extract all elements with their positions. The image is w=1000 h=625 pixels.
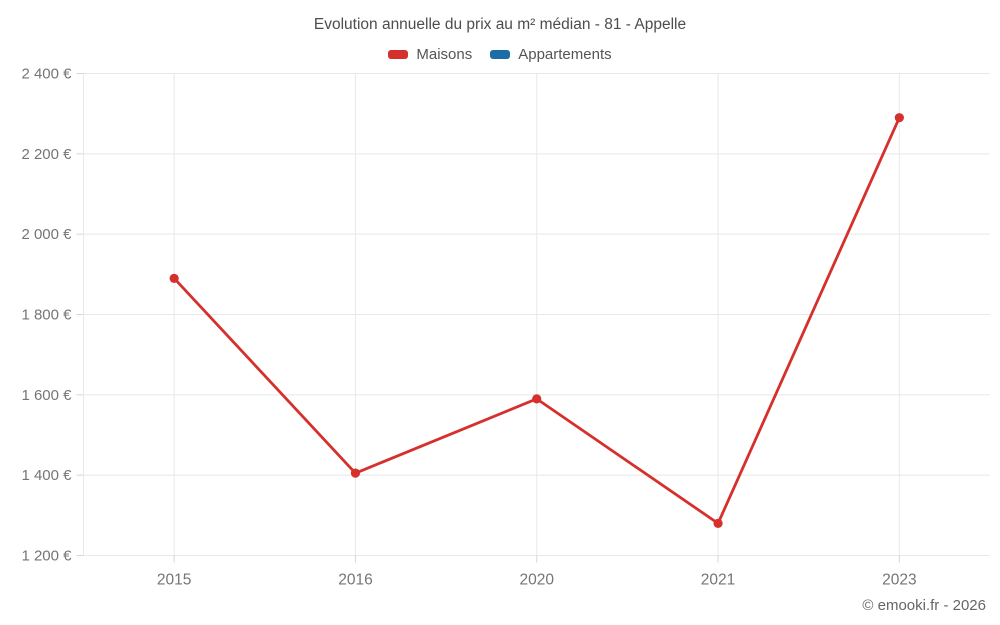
legend-item-maisons[interactable]: Maisons: [388, 46, 472, 63]
chart-title: Evolution annuelle du prix au m² médian …: [313, 16, 687, 33]
y-tick-label: 1 400 €: [21, 467, 72, 484]
chart-legend: Maisons Appartements: [0, 46, 1000, 63]
y-tick-label: 2 000 €: [21, 226, 72, 243]
legend-label-maisons: Maisons: [416, 46, 473, 63]
legend-item-appartements[interactable]: Appartements: [490, 46, 612, 63]
x-tick-label: 2020: [520, 572, 555, 589]
x-tick-label: 2015: [157, 572, 191, 589]
maisons-swatch-icon: [388, 50, 409, 59]
y-tick-label: 2 400 €: [21, 66, 72, 83]
y-tick-label: 2 200 €: [21, 146, 72, 163]
y-tick-label: 1 800 €: [21, 307, 72, 324]
appartements-swatch-icon: [490, 50, 511, 59]
x-tick-label: 2021: [701, 572, 735, 589]
data-point-maisons: [350, 468, 361, 478]
x-tick-label: 2023: [882, 572, 916, 589]
data-point-maisons: [713, 518, 723, 528]
x-tick-label: 2016: [338, 572, 372, 589]
legend-label-appartements: Appartements: [518, 46, 612, 63]
y-tick-label: 1 600 €: [21, 387, 72, 404]
data-point-maisons: [532, 394, 542, 404]
data-point-maisons: [894, 113, 904, 123]
copyright-credit: © emooki.fr - 2026: [862, 597, 986, 614]
y-tick-label: 1 200 €: [21, 548, 72, 565]
data-point-maisons: [169, 273, 179, 283]
